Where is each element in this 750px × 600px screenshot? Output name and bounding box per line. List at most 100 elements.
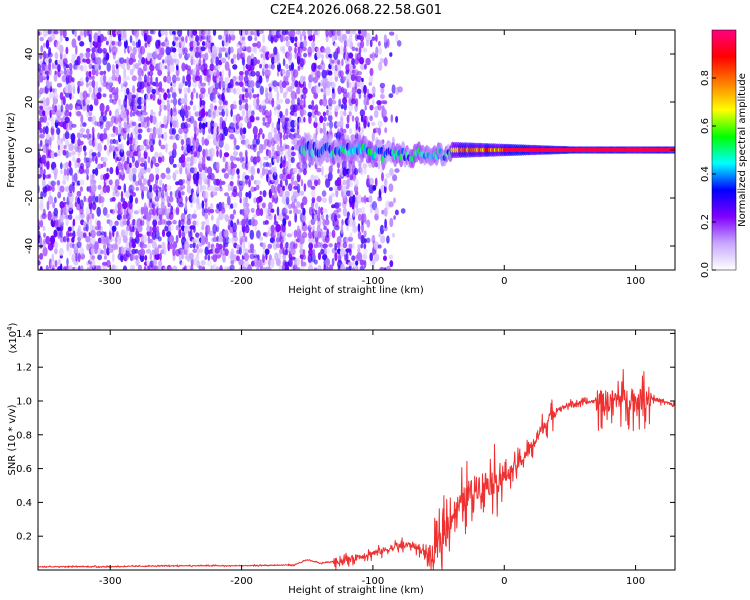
heatmap-cell — [294, 36, 298, 42]
heatmap-cell — [366, 174, 370, 179]
heatmap-cell — [267, 207, 272, 217]
heatmap-cell — [204, 63, 208, 71]
heatmap-cell — [75, 215, 79, 221]
heatmap-cell — [252, 94, 257, 99]
heatmap-cell — [316, 195, 322, 203]
heatmap-cell — [63, 168, 67, 176]
heatmap-cell — [108, 219, 113, 227]
heatmap-cell — [47, 185, 52, 191]
heatmap-cell — [105, 213, 110, 218]
heatmap-cell — [285, 241, 289, 249]
heatmap-cell — [265, 50, 270, 61]
heatmap-cell — [161, 189, 165, 199]
heatmap-cell — [325, 109, 330, 116]
heatmap-cell — [340, 263, 346, 270]
heatmap-cell — [267, 138, 272, 148]
heatmap-cell — [383, 207, 388, 217]
heatmap-cell — [200, 46, 206, 52]
heatmap-cell — [346, 38, 350, 48]
heatmap-cell — [202, 155, 206, 165]
heatmap-cell — [100, 174, 105, 181]
heatmap-cell — [369, 104, 374, 111]
heatmap-cell — [172, 52, 178, 59]
heatmap-cell — [169, 57, 175, 66]
heatmap-cell — [139, 81, 145, 90]
heatmap-cell — [290, 128, 296, 133]
heatmap-cell — [149, 57, 153, 67]
heatmap-cell — [103, 74, 107, 83]
heatmap-cell — [172, 208, 177, 215]
heatmap-cell — [315, 84, 321, 94]
heatmap-cell — [65, 68, 70, 78]
heatmap-cell — [325, 214, 329, 220]
heatmap-cell — [229, 264, 235, 270]
heatmap-cell — [129, 166, 134, 176]
heatmap-cell — [193, 257, 197, 267]
heatmap-cell — [154, 247, 160, 255]
heatmap-cell — [119, 57, 125, 64]
heatmap-cell — [38, 63, 42, 72]
heatmap-cell — [371, 132, 375, 142]
heatmap-cell — [177, 45, 183, 54]
heatmap-cell — [282, 69, 286, 75]
heatmap-cell — [86, 58, 91, 65]
heatmap-cell — [96, 206, 101, 217]
heatmap-cell — [169, 135, 174, 140]
heatmap-cell — [348, 103, 354, 111]
heatmap-cell — [383, 34, 387, 43]
heatmap-cell — [279, 98, 284, 104]
heatmap-cell — [201, 136, 205, 146]
heatmap-cell — [363, 230, 367, 238]
heatmap-cell — [187, 110, 192, 117]
heatmap-cell — [322, 97, 328, 107]
heatmap-cell — [249, 229, 255, 240]
heatmap-cell — [311, 41, 316, 49]
heatmap-cell — [360, 166, 364, 176]
heatmap-cell — [326, 80, 331, 89]
heatmap-cell — [267, 243, 273, 249]
heatmap-cell — [382, 100, 388, 105]
heatmap-cell — [301, 261, 307, 267]
heatmap-cell — [342, 242, 348, 249]
heatmap-cell — [129, 194, 134, 204]
heatmap-cell — [149, 226, 153, 234]
heatmap-cell — [105, 40, 109, 46]
heatmap-cell — [308, 114, 312, 124]
heatmap-cell — [75, 195, 78, 204]
heatmap-cell — [253, 249, 257, 257]
heatmap-cell — [128, 57, 134, 65]
heatmap-cell — [302, 80, 306, 90]
heatmap-cell — [43, 232, 46, 238]
y-tick-label: 1.2 — [16, 363, 32, 374]
heatmap-cell — [285, 108, 289, 117]
heatmap-cell — [91, 152, 97, 157]
heatmap-cell — [223, 203, 229, 208]
heatmap-cell — [39, 236, 43, 246]
heatmap-cell — [48, 47, 52, 56]
heatmap-cell — [180, 36, 185, 42]
heatmap-cell — [377, 160, 381, 170]
heatmap-cell — [244, 30, 249, 36]
heatmap-cell — [146, 139, 151, 146]
heatmap-cell — [250, 70, 256, 77]
heatmap-cell — [375, 46, 379, 56]
heatmap-cell — [157, 190, 162, 199]
heatmap-cell — [357, 230, 362, 240]
heatmap-cell — [291, 81, 295, 90]
heatmap-cell — [155, 185, 160, 190]
heatmap-cell — [362, 213, 367, 223]
heatmap-cell — [170, 107, 173, 117]
heatmap-cell — [350, 98, 357, 105]
heatmap-cell — [235, 81, 241, 86]
heatmap-cell — [307, 253, 313, 263]
heatmap-cell — [307, 179, 313, 188]
heatmap-cell — [65, 217, 69, 227]
heatmap-cell — [223, 126, 229, 137]
heatmap-cell — [176, 119, 179, 129]
heatmap-cell — [340, 104, 344, 110]
heatmap-cell — [88, 212, 93, 220]
heatmap-cell — [355, 98, 359, 107]
heatmap-cell — [98, 87, 102, 93]
heatmap-cell — [65, 161, 69, 169]
heatmap-cell — [134, 160, 140, 169]
